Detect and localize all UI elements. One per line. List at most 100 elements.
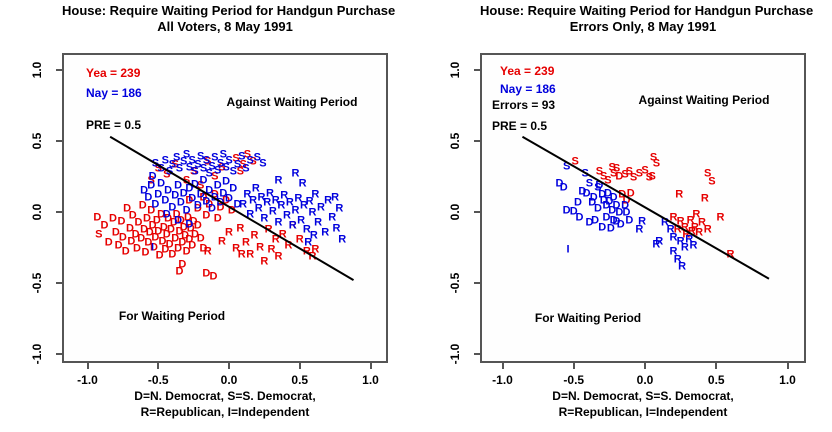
data-point-r: R (703, 223, 712, 236)
data-point-i: I (566, 243, 570, 256)
data-point-r: R (217, 235, 226, 248)
x-axis-label-line1: D=N. Democrat, S=S. Democrat, (552, 389, 734, 403)
data-point-d: D (589, 191, 598, 204)
data-point-r: R (274, 174, 283, 187)
data-point-d: D (622, 206, 631, 219)
data-point-d: D (175, 225, 184, 238)
data-point-s: S (242, 162, 250, 175)
x-axis-tick (86, 363, 89, 369)
x-axis-tick-label: 0.5 (291, 373, 309, 387)
y-axis-tick-label: 0.5 (448, 132, 462, 150)
data-point-d: D (216, 196, 225, 209)
data-point-d: D (605, 195, 614, 208)
y-axis-tick-label: 1.0 (30, 61, 44, 79)
cutting-line (109, 135, 355, 282)
data-point-r: R (280, 189, 289, 202)
data-point-d: D (213, 212, 222, 225)
cutting-line (521, 135, 770, 280)
data-point-d: D (172, 208, 181, 221)
data-point-r: R (271, 233, 280, 246)
data-point-d: D (140, 184, 149, 197)
x-axis-label-line1: D=N. Democrat, S=S. Democrat, (134, 389, 316, 403)
data-point-r: R (288, 219, 297, 232)
data-point-r: R (308, 206, 317, 219)
data-point-d: D (609, 214, 618, 227)
data-point-s: S (171, 158, 179, 171)
data-point-s: S (648, 170, 656, 182)
data-point-d: D (219, 187, 228, 200)
data-point-s: S (612, 162, 621, 175)
data-point-d: D (595, 179, 604, 192)
data-point-r: R (666, 223, 675, 236)
data-point-d: D (208, 202, 216, 215)
data-point-d: D (616, 218, 625, 231)
data-point-d: D (154, 225, 163, 238)
data-point-s: S (708, 175, 716, 188)
data-point-r: R (698, 216, 706, 229)
data-point-r: R (284, 239, 293, 252)
y-axis-tick-label: 0.0 (448, 203, 462, 221)
data-point-r: R (251, 182, 260, 195)
data-point-d: D (575, 211, 584, 224)
data-point-d: D (125, 222, 134, 235)
data-point-d: D (209, 270, 218, 283)
data-point-d: D (134, 216, 143, 229)
data-point-d: D (593, 202, 602, 215)
data-point-i: I (151, 241, 155, 253)
y-axis-tick-label: 1.0 (448, 61, 462, 79)
data-point-d: D (183, 211, 192, 224)
plot-area: Yea = 239 Nay = 186 PRE = 0.5 Against Wa… (30, 53, 388, 387)
data-point-d: D (162, 228, 171, 241)
data-point-s: S (229, 165, 237, 178)
data-point-r: R (278, 228, 287, 241)
x-axis-tick (228, 363, 230, 369)
data-point-s: S (214, 164, 222, 177)
x-axis-label-line2: R=Republican, I=Independent (558, 405, 728, 419)
data-point-s: S (652, 157, 661, 170)
data-point-s: S (168, 158, 177, 171)
data-point-r: R (232, 242, 241, 255)
data-point-d: D (582, 187, 591, 200)
x-axis-tick (786, 363, 789, 369)
data-point-r: R (246, 208, 255, 221)
data-point-s: S (188, 154, 196, 167)
data-point-s: S (595, 165, 604, 178)
data-point-r: R (688, 225, 696, 238)
data-point-d: D (148, 170, 157, 182)
data-point-d: D (229, 182, 238, 195)
x-axis-tick-label: -0.5 (147, 373, 169, 387)
data-point-d: D (186, 222, 195, 235)
data-point-d: D (205, 184, 214, 197)
data-point-d: D (169, 216, 178, 229)
data-point-d: D (233, 198, 242, 211)
data-point-d: D (227, 204, 236, 217)
data-point-d: D (202, 209, 211, 222)
data-point-r: R (277, 199, 286, 212)
data-point-s: S (641, 164, 649, 177)
data-point-r: R (311, 188, 320, 201)
data-point-d: D (121, 245, 130, 258)
data-point-r: R (328, 211, 337, 224)
data-point-d: D (185, 194, 194, 207)
data-point-d: D (622, 194, 631, 207)
data-point-d: D (591, 214, 600, 227)
data-point-r: R (726, 248, 735, 261)
data-point-r: R (676, 235, 685, 248)
data-point-d: D (182, 245, 191, 258)
data-point-d: D (154, 188, 163, 201)
data-point-r: R (673, 253, 682, 266)
data-point-d: D (222, 175, 231, 188)
data-point-d: D (189, 215, 198, 228)
data-point-s: S (604, 174, 612, 187)
data-point-r: R (331, 191, 340, 204)
data-point-d: D (128, 209, 137, 222)
data-point-r: R (236, 222, 245, 235)
data-point-s: S (238, 150, 246, 163)
data-point-d: D (145, 226, 154, 239)
data-point-d: D (171, 189, 180, 202)
data-point-d: D (179, 187, 188, 200)
data-point-d: D (199, 191, 208, 204)
data-point-d: D (602, 211, 611, 224)
x-axis-tick (157, 363, 160, 369)
y-axis-tick-label: -0.5 (30, 272, 44, 294)
